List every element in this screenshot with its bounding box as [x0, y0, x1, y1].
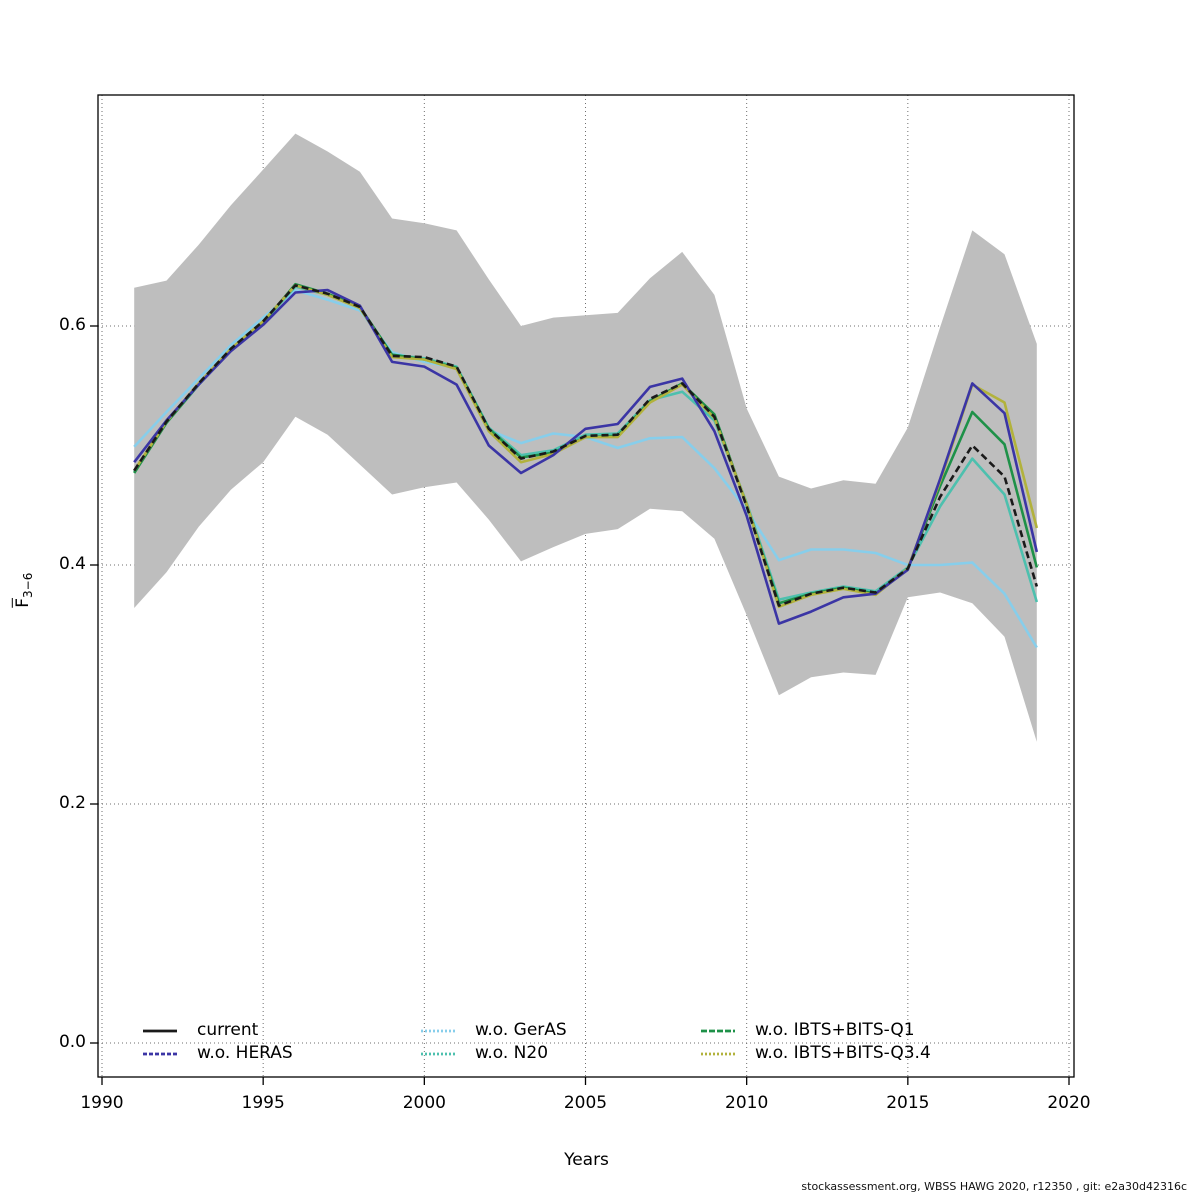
x-tick-label: 2010: [725, 1093, 769, 1113]
legend-item-wo-geras: w.o. GerAS: [420, 1019, 567, 1041]
y-tick-label: 0.2: [58, 793, 86, 813]
series-line-current: [133, 284, 1039, 607]
legend-label: w.o. HERAS: [197, 1043, 293, 1063]
legend-label: w.o. IBTS+BITS-Q3.4: [755, 1043, 931, 1063]
legend-item-wo-ibts-bits-q1: w.o. IBTS+BITS-Q1: [700, 1019, 915, 1041]
y-axis-label-base: F: [12, 597, 33, 608]
legend-line-sample-wo-geras: [420, 1019, 456, 1041]
legend-line-sample-current: [142, 1019, 178, 1041]
x-tick-label: 2000: [402, 1093, 446, 1113]
y-tick-label: 0.6: [58, 315, 86, 335]
legend-item-wo-heras: w.o. HERAS: [142, 1042, 293, 1064]
legend-label: w.o. GerAS: [475, 1020, 567, 1040]
y-tick-label: 0.0: [58, 1032, 86, 1052]
y-axis-label: F3−6: [13, 540, 35, 640]
footer-credit: stockassessment.org, WBSS HAWG 2020, r12…: [801, 1180, 1187, 1193]
legend-item-current: current: [142, 1019, 258, 1041]
x-tick-label: 1990: [80, 1093, 124, 1113]
legend-line-sample-wo-n20: [420, 1042, 456, 1064]
y-tick-label: 0.4: [58, 554, 86, 574]
legend-line-sample-wo-ibts-bits-q1: [700, 1019, 736, 1041]
legend-line-sample-wo-ibts-bits-q34: [700, 1042, 736, 1064]
x-tick-label: 1995: [241, 1093, 285, 1113]
legend-item-wo-n20: w.o. N20: [420, 1042, 548, 1064]
series-line-wo-heras: [133, 288, 1039, 625]
legend-line-sample-wo-heras: [142, 1042, 178, 1064]
legend-label: current: [197, 1020, 259, 1040]
legend-label: w.o. N20: [475, 1043, 549, 1063]
x-tick-label: 2020: [1047, 1093, 1091, 1113]
legend-label: w.o. IBTS+BITS-Q1: [755, 1020, 915, 1040]
x-tick-label: 2015: [886, 1093, 930, 1113]
x-axis-label: Years: [564, 1150, 609, 1170]
y-axis-label-subscript: 3−6: [21, 572, 36, 598]
x-tick-label: 2005: [563, 1093, 608, 1113]
legend-item-wo-ibts-bits-q34: w.o. IBTS+BITS-Q3.4: [700, 1042, 931, 1064]
